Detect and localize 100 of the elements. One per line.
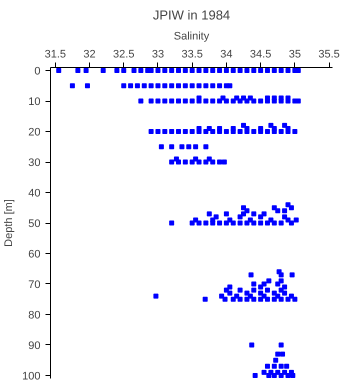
- point: [262, 211, 267, 216]
- point: [210, 83, 216, 88]
- point: [217, 220, 222, 226]
- point: [234, 294, 240, 299]
- y-tick-label: 0: [34, 66, 41, 78]
- point: [148, 129, 154, 134]
- y-tick-label: 80: [28, 309, 41, 322]
- point: [203, 129, 208, 134]
- point: [196, 83, 202, 88]
- point: [176, 68, 181, 74]
- point: [148, 83, 154, 88]
- y-tick-label: 90: [28, 340, 41, 352]
- point: [262, 370, 267, 375]
- point: [128, 83, 134, 88]
- point: [248, 95, 253, 100]
- point: [282, 208, 288, 214]
- point: [275, 352, 280, 357]
- y-tick-label: 60: [28, 248, 41, 260]
- point: [222, 160, 227, 165]
- point: [241, 205, 246, 210]
- point: [278, 364, 284, 369]
- point: [224, 220, 229, 226]
- point: [286, 296, 291, 302]
- point: [176, 129, 181, 134]
- point: [290, 272, 295, 278]
- y-tick-label: 70: [28, 278, 41, 291]
- point: [182, 129, 188, 134]
- point: [244, 208, 250, 214]
- point: [264, 129, 270, 134]
- point: [258, 296, 264, 302]
- point: [292, 129, 298, 134]
- point: [278, 220, 284, 226]
- point: [196, 160, 202, 165]
- point: [278, 296, 284, 302]
- point: [248, 217, 253, 222]
- point: [176, 83, 181, 88]
- point: [210, 98, 216, 104]
- point: [153, 294, 158, 299]
- point: [278, 129, 284, 134]
- point: [251, 288, 256, 293]
- x-tick-label: 33: [152, 48, 164, 60]
- point: [121, 83, 126, 88]
- point: [294, 217, 299, 222]
- point: [258, 68, 264, 74]
- point: [251, 98, 256, 104]
- point: [282, 284, 288, 290]
- point: [217, 160, 222, 165]
- point: [190, 220, 195, 226]
- point: [286, 217, 291, 222]
- point: [238, 288, 243, 293]
- point: [84, 68, 89, 74]
- point: [134, 83, 140, 88]
- point: [227, 284, 232, 290]
- chart-title: JPIW in 1984: [152, 8, 230, 22]
- point: [262, 294, 267, 299]
- point: [248, 272, 254, 278]
- point: [162, 68, 168, 74]
- point: [258, 220, 264, 226]
- point: [272, 95, 277, 100]
- point: [275, 281, 280, 286]
- point: [224, 288, 229, 293]
- point: [262, 281, 267, 286]
- point: [224, 98, 229, 104]
- point: [206, 211, 212, 216]
- point: [179, 144, 184, 150]
- y-tick-label: 20: [28, 126, 41, 139]
- point: [158, 144, 164, 150]
- point: [190, 83, 195, 88]
- point: [220, 95, 226, 100]
- point: [202, 296, 208, 302]
- point: [217, 68, 222, 74]
- point: [219, 294, 224, 299]
- point: [288, 294, 294, 299]
- point: [288, 205, 294, 210]
- point: [169, 129, 174, 134]
- point: [238, 296, 243, 302]
- point: [272, 205, 277, 210]
- point: [264, 95, 270, 100]
- point: [278, 372, 284, 378]
- point: [282, 122, 288, 128]
- point: [280, 352, 286, 357]
- point: [155, 129, 160, 134]
- point: [210, 68, 216, 74]
- point: [190, 68, 195, 74]
- point: [217, 98, 222, 104]
- point: [224, 68, 229, 74]
- point: [138, 98, 144, 104]
- point: [278, 68, 284, 74]
- point: [278, 95, 284, 100]
- point: [272, 290, 277, 296]
- x-tick-label: 34: [220, 48, 233, 60]
- x-tick-label: 35: [288, 48, 301, 60]
- point: [251, 296, 256, 302]
- point: [203, 144, 208, 150]
- point: [182, 160, 188, 165]
- point: [286, 202, 291, 208]
- point: [266, 278, 272, 284]
- point: [264, 288, 270, 293]
- point: [273, 358, 278, 363]
- point: [169, 220, 174, 226]
